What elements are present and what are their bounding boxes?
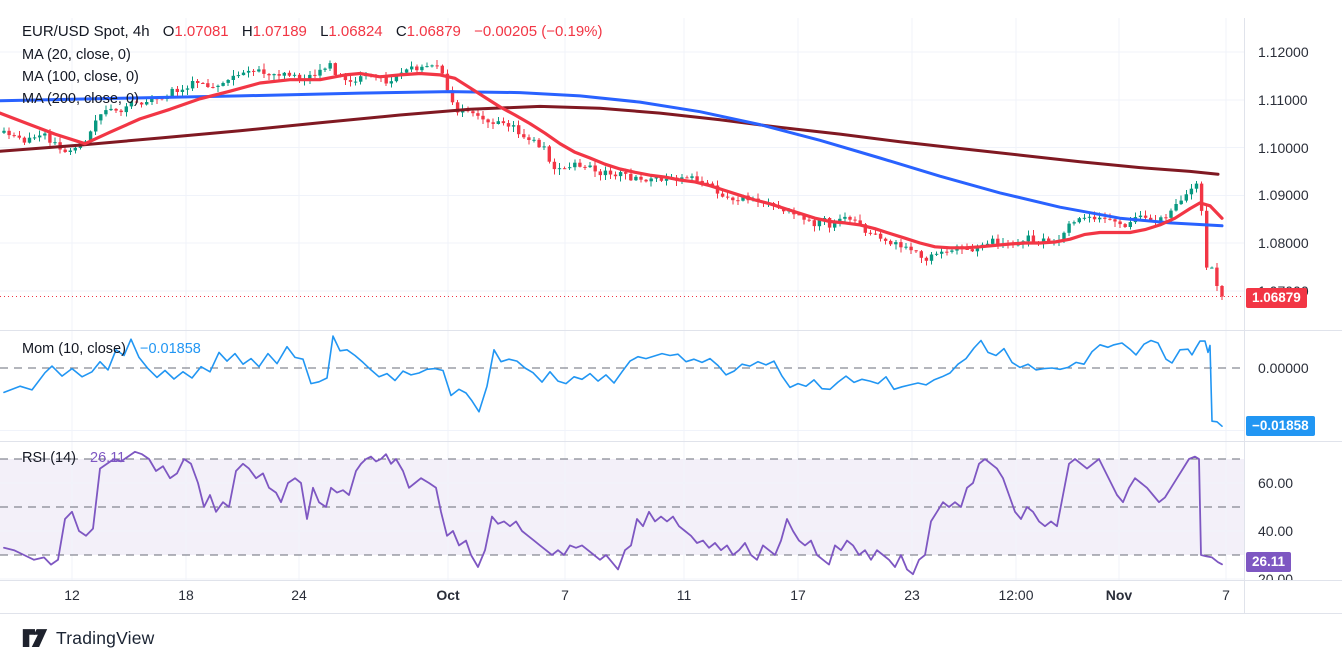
ma200-line — [0, 104, 1220, 176]
rsi-pane[interactable] — [0, 442, 1244, 580]
time-tick-label: 7 — [561, 587, 569, 603]
price-pane[interactable] — [0, 18, 1244, 330]
gridlines — [0, 18, 1244, 580]
ma100-label: MA (100, close, 0) — [22, 69, 139, 85]
time-tick-label: Oct — [436, 587, 460, 603]
rsi-line — [3, 450, 1223, 576]
ma20-label: MA (20, close, 0) — [22, 47, 131, 63]
close-value: 1.06879 — [406, 23, 461, 40]
pane-separators — [0, 18, 1342, 614]
rsi-tick-label: 40.00 — [1258, 523, 1294, 539]
price-tick-label: 1.08000 — [1258, 235, 1309, 251]
time-tick-label: 12 — [64, 587, 80, 603]
low-label: L — [320, 23, 329, 40]
price-tick-label: 1.09000 — [1258, 187, 1309, 204]
time-tick-label: 17 — [790, 587, 806, 603]
low-value: 1.06824 — [328, 23, 383, 40]
open-value: 1.07081 — [174, 23, 229, 40]
time-tick-label: 23 — [904, 587, 920, 603]
dashed-levels — [0, 367, 1244, 556]
tradingview-logo-text: TradingView — [56, 627, 155, 648]
time-axis-scale[interactable]: 12 18 24 Oct 7 11 17 23 12:00 Nov 7 — [0, 582, 1244, 612]
high-value: 1.07189 — [252, 23, 307, 40]
time-tick-label: 12:00 — [998, 587, 1034, 603]
time-tick-label: Nov — [1105, 587, 1133, 603]
ma200-legend[interactable]: MA (200, close, 0) — [22, 91, 139, 107]
price-tick-label: 1.12000 — [1258, 44, 1309, 60]
rsi-axis-scale[interactable]: 20.00 40.00 60.00 26.11 — [1244, 442, 1342, 580]
ma100-line — [0, 90, 1224, 228]
time-tick-label: 18 — [178, 587, 194, 603]
ma200-label: MA (200, close, 0) — [22, 91, 139, 107]
close-label: C — [395, 23, 407, 40]
momentum-line — [3, 335, 1223, 427]
high-label: H — [241, 23, 253, 40]
price-tick-label: 1.10000 — [1258, 139, 1309, 156]
tradingview-logo-icon — [22, 629, 48, 647]
rsi-tick-label: 60.00 — [1258, 475, 1294, 491]
rsi-value-badge: 26.11 — [1246, 552, 1292, 572]
rsi-value: 26.11 — [90, 450, 126, 466]
time-tick-label: 11 — [676, 587, 692, 603]
ma20-line — [0, 71, 1224, 250]
momentum-value: −0.01858 — [139, 341, 201, 357]
open-label: O — [162, 23, 175, 40]
momentum-value-badge: −0.01858 — [1246, 416, 1315, 436]
momentum-tick-label: 0.00000 — [1258, 360, 1309, 376]
rsi-legend[interactable]: RSI (14) 26.11 — [22, 450, 125, 466]
price-axis-scale[interactable]: 1.070001.080001.090001.100001.110001.120… — [1244, 18, 1342, 330]
candles-layer — [2, 60, 1224, 300]
symbol-legend[interactable]: EUR/USD Spot, 4h O1.07081 H1.07189 L1.06… — [22, 23, 603, 40]
symbol-title: EUR/USD Spot, 4h — [22, 23, 150, 40]
last-price-badge: 1.06879 — [1246, 288, 1307, 308]
momentum-axis-scale[interactable]: 0.00000 −0.01858 — [1244, 331, 1342, 441]
ma20-legend[interactable]: MA (20, close, 0) — [22, 47, 131, 63]
momentum-legend[interactable]: Mom (10, close) −0.01858 — [22, 341, 201, 357]
ma100-legend[interactable]: MA (100, close, 0) — [22, 69, 139, 85]
time-tick-label: 7 — [1222, 587, 1230, 603]
momentum-label: Mom (10, close) — [22, 341, 126, 357]
change-value: −0.00205 (−0.19%) — [474, 23, 603, 40]
time-tick-label: 24 — [291, 587, 307, 603]
price-tick-label: 1.11000 — [1258, 91, 1308, 108]
tradingview-logo[interactable]: TradingView — [22, 624, 155, 652]
rsi-label: RSI (14) — [22, 450, 76, 466]
rsi-tick-label: 20.00 — [1258, 571, 1294, 580]
